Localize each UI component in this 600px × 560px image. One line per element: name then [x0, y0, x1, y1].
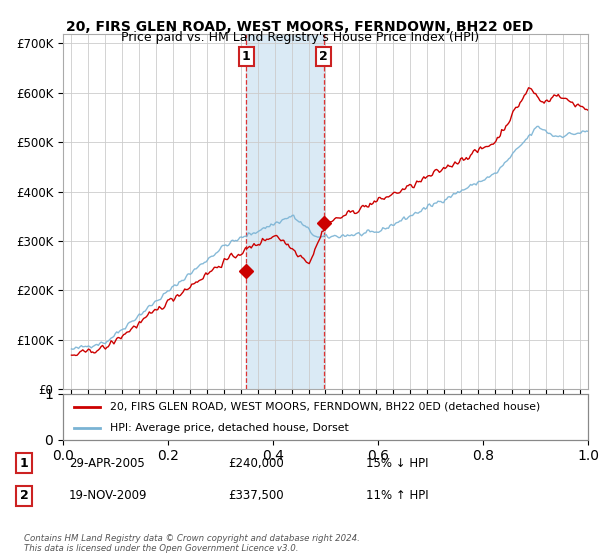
Text: 29-APR-2005: 29-APR-2005	[69, 456, 145, 470]
Text: 20, FIRS GLEN ROAD, WEST MOORS, FERNDOWN, BH22 0ED (detached house): 20, FIRS GLEN ROAD, WEST MOORS, FERNDOWN…	[110, 402, 541, 412]
Text: 15% ↓ HPI: 15% ↓ HPI	[366, 456, 428, 470]
Text: 2: 2	[20, 489, 28, 502]
Text: Contains HM Land Registry data © Crown copyright and database right 2024.
This d: Contains HM Land Registry data © Crown c…	[24, 534, 360, 553]
Text: £240,000: £240,000	[228, 456, 284, 470]
Text: 1: 1	[20, 456, 28, 470]
Text: £337,500: £337,500	[228, 489, 284, 502]
Text: 1: 1	[242, 50, 251, 63]
Text: 11% ↑ HPI: 11% ↑ HPI	[366, 489, 428, 502]
Text: 20, FIRS GLEN ROAD, WEST MOORS, FERNDOWN, BH22 0ED: 20, FIRS GLEN ROAD, WEST MOORS, FERNDOWN…	[67, 20, 533, 34]
Text: 19-NOV-2009: 19-NOV-2009	[69, 489, 148, 502]
Text: Price paid vs. HM Land Registry's House Price Index (HPI): Price paid vs. HM Land Registry's House …	[121, 31, 479, 44]
Text: 2: 2	[319, 50, 328, 63]
Bar	[247, 34, 323, 389]
Text: HPI: Average price, detached house, Dorset: HPI: Average price, detached house, Dors…	[110, 423, 349, 433]
